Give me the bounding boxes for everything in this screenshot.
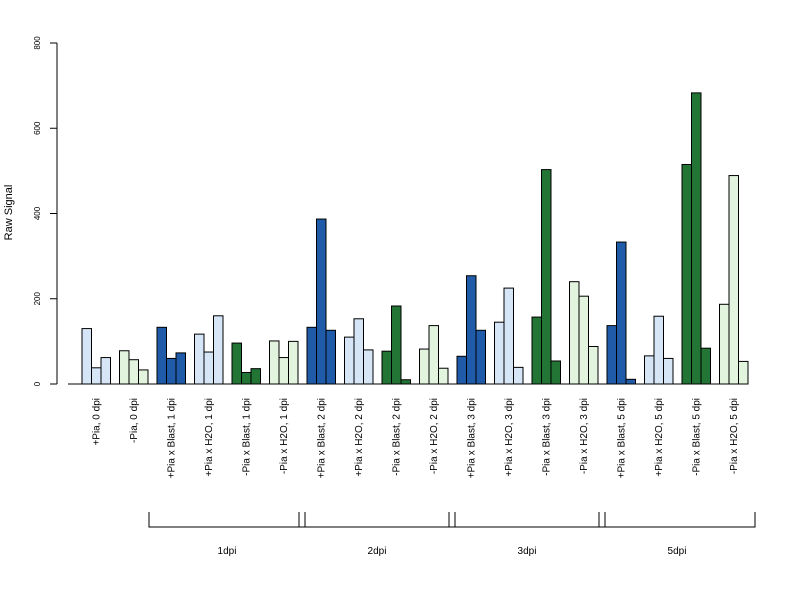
bar	[213, 315, 224, 385]
bar	[691, 92, 702, 385]
bar	[316, 218, 327, 385]
bar	[353, 318, 364, 385]
bar	[531, 316, 542, 385]
y-tick-label: 400	[33, 206, 42, 220]
group-bracket	[598, 512, 756, 528]
y-tick-label: 800	[33, 36, 42, 50]
group-bracket	[298, 512, 456, 528]
x-category-label: +Pia x H2O, 3 dpi	[504, 398, 515, 477]
bar	[438, 367, 449, 385]
x-category-label: -Pia x H2O, 5 dpi	[729, 398, 740, 474]
bar	[194, 333, 205, 385]
bar	[419, 348, 430, 385]
x-category-label: -Pia x H2O, 3 dpi	[579, 398, 590, 474]
group-label: 2dpi	[368, 546, 387, 557]
bar	[241, 371, 252, 385]
bar	[550, 360, 561, 385]
bar	[100, 357, 111, 385]
bar	[569, 281, 580, 385]
x-category-label: +Pia x Blast, 2 dpi	[316, 398, 327, 478]
x-category-label: +Pia x Blast, 3 dpi	[466, 398, 477, 478]
x-category-label: -Pia x H2O, 2 dpi	[429, 398, 440, 474]
bar	[541, 169, 552, 385]
bar	[166, 357, 177, 385]
group-bracket	[448, 512, 606, 528]
y-tick-label: 600	[33, 121, 42, 135]
bar	[644, 355, 655, 385]
y-tick-label: 0	[33, 381, 42, 386]
bar	[578, 295, 589, 385]
group-label: 1dpi	[218, 546, 237, 557]
bar	[128, 359, 139, 385]
bar	[231, 342, 242, 385]
x-category-label: +Pia x H2O, 1 dpi	[204, 398, 215, 477]
bar	[428, 325, 439, 385]
bar	[681, 163, 692, 385]
bar	[466, 275, 477, 385]
x-category-label: +Pia x Blast, 1 dpi	[166, 398, 177, 478]
bar	[381, 350, 392, 385]
bar	[663, 357, 674, 385]
bar	[475, 329, 486, 385]
bar	[175, 352, 186, 385]
bar	[138, 369, 149, 385]
x-category-label: -Pia x Blast, 3 dpi	[541, 398, 552, 476]
x-category-label: +Pia x Blast, 5 dpi	[616, 398, 627, 478]
bar	[81, 328, 92, 385]
x-category-label: +Pia, 0 dpi	[91, 398, 102, 446]
bar	[513, 366, 524, 385]
x-category-label: -Pia x Blast, 2 dpi	[391, 398, 402, 476]
bar	[456, 355, 467, 385]
x-category-label: -Pia x Blast, 5 dpi	[691, 398, 702, 476]
group-label: 3dpi	[518, 546, 537, 557]
y-axis-title: Raw Signal	[3, 185, 15, 241]
bar	[306, 326, 317, 385]
bar	[728, 175, 739, 385]
bar	[156, 326, 167, 385]
bar	[494, 321, 505, 385]
group-label: 5dpi	[668, 546, 687, 557]
bar	[269, 340, 280, 385]
bar	[738, 360, 749, 385]
bars	[81, 92, 749, 385]
group-brackets: 1dpi 2dpi 3dpi 5dpi	[148, 512, 756, 557]
x-category-label: -Pia, 0 dpi	[129, 398, 140, 443]
x-category-label: +Pia x H2O, 5 dpi	[654, 398, 665, 477]
x-category-label: +Pia x H2O, 2 dpi	[354, 398, 365, 477]
x-category-label: -Pia x Blast, 1 dpi	[241, 398, 252, 476]
category-labels: +Pia, 0 dpi -Pia, 0 dpi +Pia x Blast, 1 dp…	[91, 398, 740, 478]
bar	[391, 305, 402, 385]
bar	[503, 287, 514, 385]
bar	[625, 378, 636, 385]
bar	[400, 379, 411, 385]
bar	[119, 350, 130, 385]
bar	[653, 315, 664, 385]
group-bracket	[148, 512, 306, 528]
bar	[616, 241, 627, 385]
bar	[91, 367, 102, 385]
y-tick-label: 200	[33, 292, 42, 306]
bar	[344, 336, 355, 385]
bar	[203, 351, 214, 385]
x-category-label: -Pia x H2O, 1 dpi	[279, 398, 290, 474]
bar	[250, 368, 261, 385]
bar	[325, 329, 336, 385]
y-axis: 0 200 400 600 800	[33, 36, 58, 386]
bar	[288, 340, 299, 385]
bar	[719, 303, 730, 385]
bar	[588, 345, 599, 385]
bar	[606, 325, 617, 385]
bar	[363, 349, 374, 385]
bar	[700, 347, 711, 385]
bar	[278, 357, 289, 385]
